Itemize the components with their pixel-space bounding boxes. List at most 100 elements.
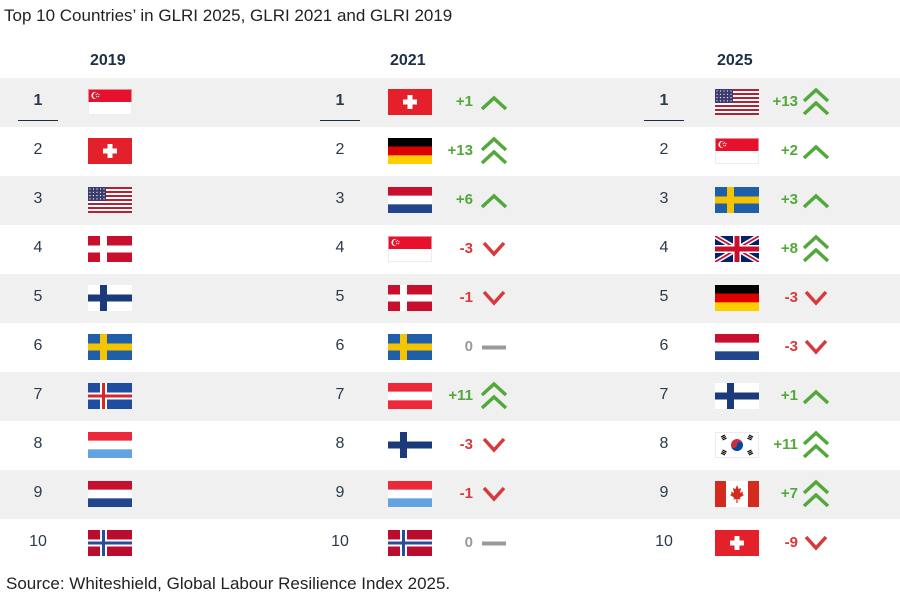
rank-number: 6 bbox=[659, 337, 669, 354]
rank-change: -1 bbox=[459, 485, 473, 502]
flag-iceland-icon bbox=[88, 383, 132, 409]
rank-change: -3 bbox=[784, 338, 798, 355]
flag-singapore-icon bbox=[388, 236, 432, 262]
rank-underline bbox=[320, 120, 360, 121]
rank-number: 6 bbox=[335, 337, 345, 354]
rank-change: -9 bbox=[784, 534, 798, 551]
flag-singapore-icon bbox=[715, 138, 759, 164]
double-up-arrow-icon bbox=[478, 136, 512, 168]
column-header-2025: 2025 bbox=[717, 52, 753, 69]
flag-denmark-icon bbox=[88, 236, 132, 262]
rank-change: -3 bbox=[784, 289, 798, 306]
source-note: Source: Whiteshield, Global Labour Resil… bbox=[6, 574, 451, 593]
rank-change: +2 bbox=[780, 142, 798, 159]
down-arrow-icon bbox=[800, 283, 834, 315]
rank-number: 5 bbox=[659, 288, 669, 305]
rank-change: +8 bbox=[780, 240, 798, 257]
up-arrow-icon bbox=[478, 185, 512, 217]
up-arrow-icon bbox=[800, 381, 834, 413]
flag-canada-icon bbox=[715, 481, 759, 507]
rank-change: +1 bbox=[780, 387, 798, 404]
rank-number: 4 bbox=[335, 239, 345, 256]
rank-number: 8 bbox=[33, 435, 43, 452]
rank-change: 0 bbox=[464, 534, 473, 551]
down-arrow-icon bbox=[478, 234, 512, 266]
rank-number: 8 bbox=[659, 435, 669, 452]
up-arrow-icon bbox=[800, 136, 834, 168]
rank-number: 2 bbox=[659, 141, 669, 158]
rank-number: 10 bbox=[655, 533, 673, 550]
down-arrow-icon bbox=[478, 479, 512, 511]
flag-netherlands-icon bbox=[88, 481, 132, 507]
up-arrow-icon bbox=[478, 87, 512, 119]
rank-number: 3 bbox=[659, 190, 669, 207]
rank-number: 7 bbox=[33, 386, 43, 403]
double-up-arrow-icon bbox=[800, 479, 834, 511]
rank-number: 9 bbox=[33, 484, 43, 501]
rank-number: 7 bbox=[335, 386, 345, 403]
flag-singapore-icon bbox=[88, 89, 132, 115]
column-header-2019: 2019 bbox=[90, 52, 126, 69]
rank-number: 2 bbox=[33, 141, 43, 158]
flag-germany-icon bbox=[388, 138, 432, 164]
double-up-arrow-icon bbox=[478, 381, 512, 413]
down-arrow-icon bbox=[800, 528, 834, 560]
flag-south-korea-icon bbox=[715, 432, 759, 458]
flag-switzerland-icon bbox=[715, 530, 759, 556]
flag-austria-icon bbox=[388, 383, 432, 409]
flag-sweden-icon bbox=[715, 187, 759, 213]
flag-united-states-icon bbox=[88, 187, 132, 213]
rank-number: 1 bbox=[33, 92, 43, 109]
flag-denmark-icon bbox=[388, 285, 432, 311]
double-up-arrow-icon bbox=[800, 430, 834, 462]
rank-change: +6 bbox=[455, 191, 473, 208]
rank-change: -1 bbox=[459, 289, 473, 306]
down-arrow-icon bbox=[800, 332, 834, 364]
flag-united-kingdom-icon bbox=[715, 236, 759, 262]
rank-number: 7 bbox=[659, 386, 669, 403]
rank-change: +11 bbox=[448, 387, 473, 404]
rank-underline bbox=[644, 120, 684, 121]
rank-number: 6 bbox=[33, 337, 43, 354]
rank-number: 10 bbox=[331, 533, 349, 550]
flag-netherlands-icon bbox=[388, 187, 432, 213]
flag-sweden-icon bbox=[88, 334, 132, 360]
flag-finland-icon bbox=[715, 383, 759, 409]
no-change-dash-icon bbox=[478, 528, 512, 560]
rank-number: 3 bbox=[335, 190, 345, 207]
rank-number: 5 bbox=[33, 288, 43, 305]
chart-title: Top 10 Countries’ in GLRI 2025, GLRI 202… bbox=[4, 6, 453, 25]
rank-change: +3 bbox=[780, 191, 798, 208]
up-arrow-icon bbox=[800, 185, 834, 217]
rank-number: 4 bbox=[33, 239, 43, 256]
flag-luxembourg-icon bbox=[388, 481, 432, 507]
rank-underline bbox=[18, 120, 58, 121]
flag-germany-icon bbox=[715, 285, 759, 311]
down-arrow-icon bbox=[478, 283, 512, 315]
double-up-arrow-icon bbox=[800, 87, 834, 119]
rank-number: 9 bbox=[659, 484, 669, 501]
flag-norway-icon bbox=[388, 530, 432, 556]
down-arrow-icon bbox=[478, 430, 512, 462]
rank-number: 4 bbox=[659, 239, 669, 256]
rank-number: 8 bbox=[335, 435, 345, 452]
flag-netherlands-icon bbox=[715, 334, 759, 360]
flag-finland-icon bbox=[88, 285, 132, 311]
flag-norway-icon bbox=[88, 530, 132, 556]
rank-number: 5 bbox=[335, 288, 345, 305]
flag-sweden-icon bbox=[388, 334, 432, 360]
rank-change: -3 bbox=[459, 436, 473, 453]
rank-number: 3 bbox=[33, 190, 43, 207]
rank-change: +7 bbox=[780, 485, 798, 502]
rank-change: +1 bbox=[455, 93, 473, 110]
flag-switzerland-icon bbox=[388, 89, 432, 115]
rank-change: +11 bbox=[773, 436, 798, 453]
column-header-2021: 2021 bbox=[390, 52, 426, 69]
rank-number: 1 bbox=[335, 92, 345, 109]
rank-number: 1 bbox=[659, 92, 669, 109]
rank-change: +13 bbox=[447, 142, 473, 159]
flag-finland-icon bbox=[388, 432, 432, 458]
rank-number: 2 bbox=[335, 141, 345, 158]
rank-change: 0 bbox=[464, 338, 473, 355]
rank-change: -3 bbox=[459, 240, 473, 257]
